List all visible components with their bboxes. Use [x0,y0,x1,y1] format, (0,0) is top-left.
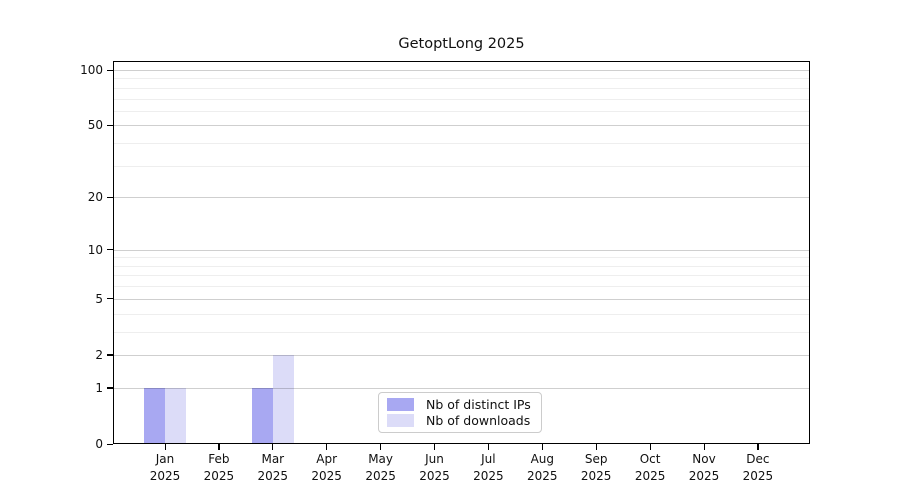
y-axis-label: 0 [95,437,103,451]
gridline-minor [113,98,810,100]
x-axis-tick [380,444,382,450]
gridline-minor [113,257,810,259]
y-axis-tick [107,124,113,127]
legend-label-distinct-ips: Nb of distinct IPs [426,397,531,412]
bar-downloads-jan [165,387,186,444]
gridline-minor [113,286,810,288]
bar-distinct-ips-mar [251,387,273,444]
x-axis-label: May 2025 [365,452,396,483]
x-axis-tick [487,444,490,450]
x-axis-label: Apr 2025 [311,452,342,483]
x-axis-tick [272,444,274,450]
chart-title: GetoptLong 2025 [398,36,525,52]
y-axis-label: 100 [80,63,103,77]
x-axis-label: Mar 2025 [257,452,289,483]
y-axis-tick [107,354,113,356]
y-axis-label: 1 [95,380,103,395]
x-axis-tick [757,444,759,450]
y-axis-tick [107,196,113,198]
y-axis-tick [107,298,113,300]
x-axis-tick [434,444,436,450]
gridline-minor [113,331,810,333]
x-axis-tick [541,444,543,450]
gridline-minor [113,78,810,80]
x-axis-tick [703,444,705,450]
x-axis-label: Sep 2025 [580,452,612,483]
y-axis-label: 2 [95,347,103,362]
x-axis-label: Jun 2025 [419,452,450,483]
x-axis-tick [595,444,597,450]
y-axis-tick [107,69,113,71]
x-axis-label: Dec 2025 [742,452,774,483]
legend-item-distinct-ips: Nb of distinct IPs [387,397,533,412]
gridline-minor [113,143,810,145]
gridline-minor [113,87,810,89]
gridline-minor [113,313,810,315]
y-axis-label: 50 [87,118,103,133]
x-axis-label: Aug 2025 [527,452,558,483]
gridline-minor [113,165,810,167]
bar-downloads-mar [272,354,294,444]
x-axis-tick [164,444,166,450]
gridline-major [113,70,810,71]
gridline-major [113,125,810,127]
x-axis-tick [649,444,651,450]
gridline-minor [113,110,810,112]
x-axis-label: Jan 2025 [149,452,181,483]
y-axis-tick [107,249,113,251]
bar-distinct-ips-jan [144,387,165,444]
plot-area [113,61,810,444]
x-axis-tick [326,444,328,450]
gridline-major [113,298,810,300]
x-axis-label: Jul 2025 [473,452,504,483]
y-axis-label: 10 [87,242,103,257]
legend-label-downloads: Nb of downloads [426,413,531,428]
gridline-minor [113,265,810,267]
y-axis-tick [107,387,113,389]
y-axis-label: 20 [87,190,103,205]
x-axis-label: Oct 2025 [634,452,666,483]
x-axis-label: Nov 2025 [688,452,720,483]
legend-item-downloads: Nb of downloads [387,413,533,428]
legend-swatch-downloads-icon [387,414,414,427]
gridline-major [113,197,810,199]
x-axis-label: Feb 2025 [203,452,235,483]
legend: Nb of distinct IPs Nb of downloads [378,392,542,433]
y-axis-tick [107,443,113,445]
gridline-major [113,249,810,251]
x-axis-tick [218,444,220,450]
gridline-major [113,354,810,356]
gridline-minor [113,275,810,277]
legend-swatch-distinct-ips-icon [387,398,414,411]
y-axis-label: 5 [95,291,103,306]
gridline-major [113,387,810,389]
